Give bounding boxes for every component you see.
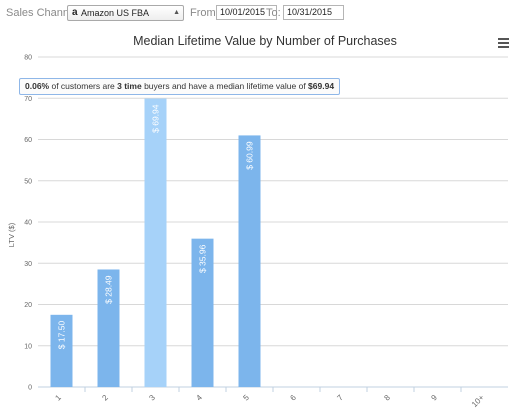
x-tick-label: 9 (429, 393, 439, 403)
x-tick-label: 4 (194, 393, 204, 403)
chart-title: Median Lifetime Value by Number of Purch… (133, 34, 397, 48)
y-tick-label: 0 (28, 385, 32, 392)
bar[interactable] (238, 135, 261, 387)
tooltip-percent: 0.06% (25, 81, 50, 91)
y-tick-label: 20 (24, 302, 32, 309)
bar[interactable] (191, 238, 214, 387)
y-axis-label: LTV ($) (7, 222, 16, 247)
tooltip-purchases: 3 time (117, 81, 142, 91)
to-label: To: (266, 7, 281, 19)
y-tick-label: 30 (24, 261, 32, 268)
data-label: $ 69.94 (151, 104, 161, 133)
y-tick-label: 40 (24, 220, 32, 227)
amazon-logo-icon: a (72, 7, 78, 18)
bar[interactable] (50, 314, 73, 387)
tooltip-text-2: buyers and have a median lifetime value … (141, 81, 309, 91)
select-arrows-icon: ▲ (173, 9, 180, 16)
bar[interactable] (144, 98, 167, 387)
sales-channel-label: Sales Channel: (6, 7, 81, 19)
y-tick-label: 70 (24, 96, 32, 103)
bar[interactable] (97, 269, 120, 387)
chart-menu-icon[interactable] (498, 38, 509, 48)
y-tick-label: 60 (24, 137, 32, 144)
x-tick-label: 3 (147, 393, 157, 403)
tooltip-text-1: of customers are (49, 81, 118, 91)
data-label: $ 35.96 (198, 244, 208, 273)
data-label: $ 28.49 (104, 275, 114, 304)
from-label: From: (190, 7, 219, 19)
y-tick-label: 80 (24, 55, 32, 62)
x-tick-label: 5 (241, 393, 251, 403)
sales-channel-value: Amazon US FBA (81, 8, 150, 18)
x-tick-label: 2 (100, 393, 110, 403)
x-tick-label: 10+ (470, 393, 486, 409)
x-tick-label: 1 (53, 393, 63, 403)
to-date-input[interactable]: 10/31/2015 (283, 5, 344, 20)
x-tick-label: 6 (288, 393, 298, 403)
x-tick-label: 8 (382, 393, 392, 403)
sales-channel-select[interactable]: a Amazon US FBA ▲ (67, 5, 184, 21)
y-tick-label: 10 (24, 343, 32, 350)
data-label: $ 60.99 (245, 141, 255, 170)
chart-tooltip: 0.06% of customers are 3 time buyers and… (19, 78, 341, 95)
x-tick-label: 7 (335, 393, 345, 403)
y-tick-label: 50 (24, 178, 32, 185)
from-date-input[interactable]: 10/01/2015 (216, 5, 277, 20)
toolbar: Sales Channel: a Amazon US FBA ▲ From: 1… (0, 0, 530, 24)
data-label: $ 17.50 (57, 321, 67, 350)
tooltip-value: $69.94 (308, 81, 335, 91)
